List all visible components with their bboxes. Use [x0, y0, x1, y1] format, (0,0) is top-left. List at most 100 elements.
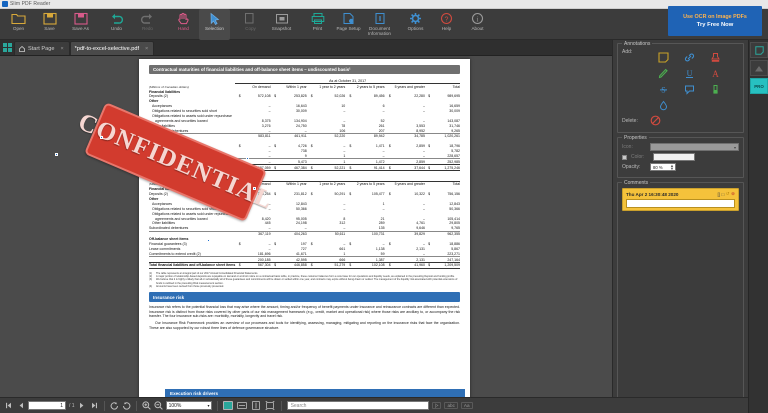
- table-cell: –: [423, 206, 425, 211]
- actual-size-icon[interactable]: [265, 401, 276, 411]
- table-cell: 31,746: [449, 123, 460, 128]
- toolbar-label-document-information: Document Information: [368, 26, 391, 37]
- properties-color-swatch[interactable]: [653, 153, 695, 161]
- toolbar-button-print[interactable]: Print: [302, 9, 333, 40]
- pdf-viewer-area[interactable]: Contractual maturities of financial liab…: [0, 56, 612, 397]
- stamp-handle-bottom-right[interactable]: [253, 187, 256, 190]
- toolbar-button-page-setup[interactable]: Page Setup: [333, 9, 364, 40]
- fit-width-icon[interactable]: [237, 401, 248, 411]
- underline-icon[interactable]: U: [676, 65, 702, 81]
- comment-note-buttons: [] □ ↺ ⊗: [717, 191, 735, 197]
- comment-note[interactable]: Thu Apr 2 16:30:48 2020 [] □ ↺ ⊗: [622, 188, 739, 211]
- rotate-left-icon[interactable]: [110, 401, 119, 411]
- search-go-button[interactable]: |>: [431, 402, 442, 409]
- protect-tab-button[interactable]: PRO: [750, 78, 768, 94]
- stamp-handle-bottom[interactable]: [207, 239, 210, 242]
- sticky-note-icon[interactable]: [650, 49, 676, 65]
- search-whole-word-toggle[interactable]: abc: [444, 402, 458, 409]
- toolbar-button-about[interactable]: i About: [462, 9, 493, 40]
- table-cell: 52,026: [334, 94, 346, 99]
- pencil-icon[interactable]: [650, 65, 676, 81]
- reply-icon[interactable]: ↺: [725, 191, 730, 196]
- zoom-in-icon[interactable]: [141, 401, 151, 411]
- stamp-icon[interactable]: [702, 49, 728, 65]
- table-currency-symbol: $: [428, 192, 431, 197]
- link-icon[interactable]: [676, 49, 702, 65]
- toolbar-button-redo[interactable]: Redo: [132, 9, 163, 40]
- toolbar-button-undo[interactable]: Undo: [101, 9, 132, 40]
- table-currency-symbol: [306, 256, 313, 263]
- insurance-risk-heading: Insurance risk: [149, 292, 460, 303]
- toolbar-label-copy: Copy: [245, 26, 256, 31]
- toolbar-button-help[interactable]: ? Help: [431, 9, 462, 40]
- delete-comment-icon[interactable]: ⊗: [731, 191, 735, 196]
- table-cell: 8: [343, 216, 346, 221]
- table-row: Lease commitments – 727 661 1,138 2,131 5,867: [149, 246, 460, 251]
- next-page-icon[interactable]: [78, 401, 87, 411]
- table-cell: 572,108: [257, 94, 271, 99]
- toolbar-button-save[interactable]: Save: [34, 9, 65, 40]
- stamp-tab-button[interactable]: [750, 60, 768, 76]
- properties-icon-select[interactable]: ▾: [650, 143, 739, 151]
- toolbar-button-options[interactable]: Options: [400, 9, 431, 40]
- toolbar-button-open[interactable]: Open: [3, 9, 34, 40]
- table-cell: 1,472: [351, 158, 385, 165]
- toolbar-button-snapshot[interactable]: Snapshot: [266, 9, 297, 40]
- table-currency-symbol: [424, 132, 431, 139]
- table-cell: –: [268, 109, 271, 114]
- toolbar-button-save-as[interactable]: Save As: [65, 9, 96, 40]
- search-input[interactable]: Search: [286, 401, 429, 410]
- stamp-handle-top-left[interactable]: [100, 136, 103, 139]
- annotations-tab-button[interactable]: [750, 42, 768, 58]
- strikethrough-icon[interactable]: S: [650, 81, 676, 97]
- no-entry-icon[interactable]: [650, 115, 661, 126]
- text-markup-icon[interactable]: A: [702, 65, 728, 81]
- toolbar-button-selection[interactable]: Selection: [199, 9, 230, 40]
- tab-close-icon[interactable]: ×: [60, 45, 64, 52]
- expand-icon[interactable]: []: [717, 191, 720, 197]
- tab-start-page[interactable]: Start Page ×: [14, 41, 70, 55]
- properties-opacity-input[interactable]: 80 % ▲ ▼: [650, 163, 676, 171]
- comment-timestamp: Thu Apr 2 16:30:48 2020: [626, 191, 679, 197]
- prev-page-icon[interactable]: [16, 401, 25, 411]
- page-number-input[interactable]: 1: [28, 401, 66, 410]
- rotate-right-icon[interactable]: [122, 401, 131, 411]
- table-cell: –: [382, 109, 385, 114]
- ink-drop-icon[interactable]: [650, 97, 676, 113]
- highlighter-icon[interactable]: [702, 81, 728, 97]
- fit-visible-icon[interactable]: [251, 401, 262, 411]
- search-match-case-toggle[interactable]: Aa: [460, 402, 473, 409]
- first-page-icon[interactable]: [4, 401, 13, 411]
- ocr-promo-button[interactable]: Use OCR on Image PDFs Try Free Now: [668, 6, 762, 36]
- table-currency-symbol: [345, 230, 352, 237]
- zoom-out-icon[interactable]: [153, 401, 163, 411]
- zoom-level-select[interactable]: 100% ▾: [165, 401, 212, 410]
- table-currency-symbol: $: [349, 94, 352, 99]
- last-page-icon[interactable]: [90, 401, 99, 411]
- help-icon: ?: [440, 11, 453, 25]
- table-cell: 134,904: [294, 118, 307, 123]
- table-cell: –: [268, 104, 271, 109]
- comment-text-input[interactable]: [626, 199, 735, 208]
- tab-pdf-to-excel-selective[interactable]: *pdf-to-excel-selective.pdf ×: [69, 41, 155, 55]
- minimize-icon[interactable]: □: [721, 191, 725, 197]
- grid-view-icon[interactable]: [0, 39, 14, 55]
- tab-close-icon[interactable]: ×: [145, 45, 149, 52]
- table-cell: 52,221: [312, 164, 346, 172]
- stamp-handle-top-right[interactable]: [246, 157, 249, 160]
- table-cell: 756,156: [447, 192, 460, 197]
- insurance-risk-body: Insurance risk refers to the potential f…: [149, 305, 460, 330]
- table-cell: 41,960: [390, 262, 425, 269]
- spinner-arrows-icon[interactable]: ▲ ▼: [670, 162, 674, 171]
- toolbar-button-document-information[interactable]: Document Information: [364, 9, 395, 40]
- table-currency-symbol: [384, 132, 391, 139]
- properties-color-checkbox[interactable]: [622, 154, 627, 160]
- status-divider: [216, 400, 218, 411]
- callout-icon[interactable]: [676, 81, 702, 97]
- table-cell: –: [268, 226, 271, 231]
- toolbar-button-copy[interactable]: Copy: [235, 9, 266, 40]
- stamp-handle-left[interactable]: [55, 153, 58, 156]
- toolbar-button-hand[interactable]: Hand: [168, 9, 199, 40]
- fit-page-icon[interactable]: [223, 401, 234, 411]
- table-row: Total financial liabilities and off-bala…: [149, 164, 460, 172]
